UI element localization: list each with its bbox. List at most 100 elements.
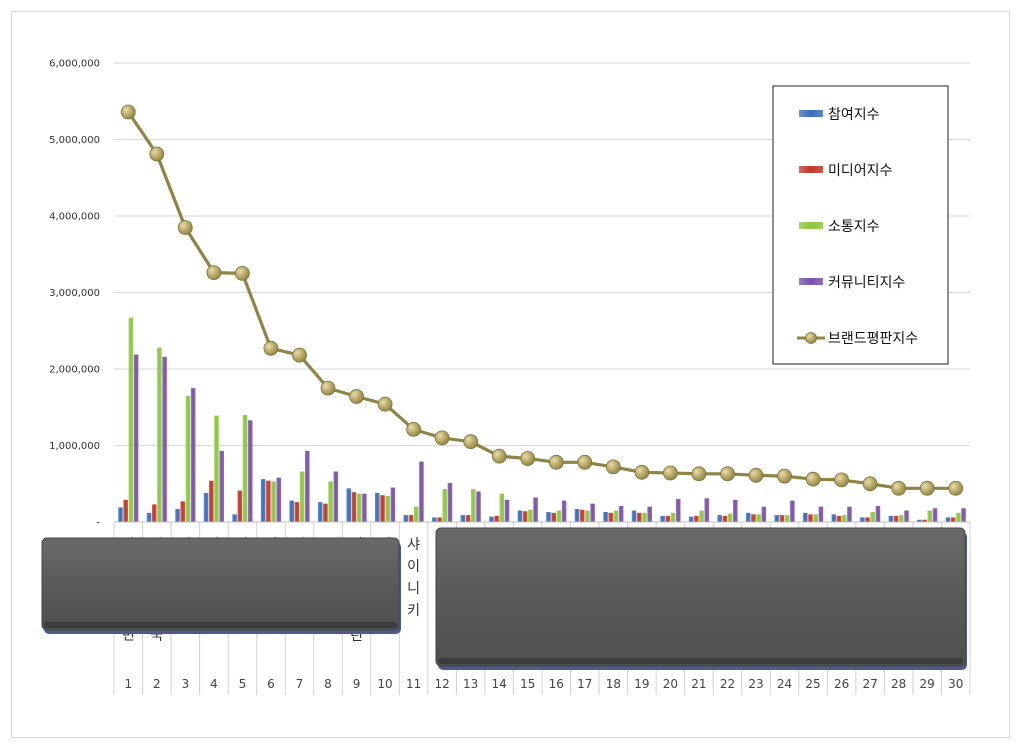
y-tick-label: 2,000,000 bbox=[49, 365, 100, 376]
y-tick-label: 3,000,000 bbox=[49, 288, 100, 299]
x-category-number: 18 bbox=[606, 677, 621, 691]
bar-커뮤니티지수 bbox=[875, 505, 881, 522]
bar-커뮤니티지수 bbox=[675, 499, 681, 522]
bar-참여지수 bbox=[289, 500, 294, 522]
line-marker bbox=[834, 472, 849, 488]
legend-label: 커뮤니티지수 bbox=[828, 275, 905, 291]
bar-참여지수 bbox=[831, 514, 837, 522]
bar-소통지수 bbox=[128, 317, 134, 522]
y-tick-label: - bbox=[96, 518, 100, 529]
bar-참여지수 bbox=[203, 492, 209, 522]
x-category-number: 16 bbox=[549, 677, 564, 691]
category-label-char: 니 bbox=[407, 581, 420, 597]
bar-참여지수 bbox=[517, 510, 523, 522]
bar-참여지수 bbox=[860, 517, 865, 522]
x-category-number: 5 bbox=[239, 677, 247, 691]
redaction-panel bbox=[435, 527, 966, 667]
line-marker bbox=[434, 430, 450, 446]
line-marker bbox=[663, 465, 678, 481]
bar-소통지수 bbox=[956, 512, 961, 522]
bar-커뮤니티지수 bbox=[732, 499, 738, 522]
x-category-number: 29 bbox=[920, 677, 935, 691]
x-category-number: 19 bbox=[634, 677, 649, 691]
bar-커뮤니티지수 bbox=[162, 356, 167, 522]
bar-참여지수 bbox=[146, 512, 152, 522]
bar-참여지수 bbox=[888, 515, 894, 522]
bar-소통지수 bbox=[613, 510, 619, 522]
category-label-char: 샤 bbox=[407, 537, 420, 553]
line-marker bbox=[463, 434, 479, 450]
bar-미디어지수 bbox=[865, 517, 870, 522]
bar-미디어지수 bbox=[922, 519, 927, 522]
bar-소통지수 bbox=[242, 414, 248, 522]
x-category-number: 15 bbox=[520, 677, 535, 691]
line-marker bbox=[120, 104, 136, 120]
bar-커뮤니티지수 bbox=[219, 450, 224, 522]
category-label-char: 키 bbox=[407, 603, 420, 619]
x-category-number: 10 bbox=[377, 677, 392, 691]
y-tick-label: 4,000,000 bbox=[49, 212, 100, 223]
bar-미디어지수 bbox=[208, 480, 214, 522]
bar-참여지수 bbox=[774, 515, 780, 522]
bar-소통지수 bbox=[642, 512, 647, 522]
bar-미디어지수 bbox=[180, 501, 186, 522]
bar-커뮤니티지수 bbox=[419, 461, 424, 522]
line-marker bbox=[891, 480, 907, 496]
bar-커뮤니티지수 bbox=[190, 388, 196, 523]
bar-소통지수 bbox=[157, 347, 162, 522]
bar-미디어지수 bbox=[465, 515, 471, 522]
y-tick-label: 1,000,000 bbox=[49, 441, 100, 452]
bar-커뮤니티지수 bbox=[533, 497, 538, 522]
x-category-number: 28 bbox=[891, 677, 906, 691]
legend-label: 미디어지수 bbox=[828, 163, 893, 179]
bar-소통지수 bbox=[299, 471, 305, 522]
x-category-number: 7 bbox=[296, 677, 304, 691]
redaction-panel bbox=[41, 537, 400, 631]
line-marker bbox=[177, 220, 193, 235]
bar-참여지수 bbox=[945, 517, 951, 522]
x-category-number: 17 bbox=[577, 677, 592, 691]
x-category-number: 27 bbox=[862, 677, 877, 691]
bar-커뮤니티지수 bbox=[447, 482, 453, 522]
bar-미디어지수 bbox=[266, 480, 271, 522]
redaction-panel-edge bbox=[44, 622, 397, 628]
line-marker bbox=[634, 464, 650, 480]
bar-커뮤니티지수 bbox=[904, 510, 909, 522]
bar-미디어지수 bbox=[722, 515, 728, 522]
bar-소통지수 bbox=[870, 512, 876, 522]
legend-label: 참여지수 bbox=[828, 107, 880, 123]
bar-참여지수 bbox=[660, 515, 665, 522]
bar-커뮤니티지수 bbox=[276, 477, 282, 522]
legend-label: 브랜드평판지수 bbox=[828, 331, 918, 347]
bar-커뮤니티지수 bbox=[304, 450, 310, 522]
x-category-number: 30 bbox=[948, 677, 963, 691]
bar-커뮤니티지수 bbox=[362, 493, 367, 522]
x-category-number: 11 bbox=[406, 677, 421, 691]
x-category-number: 14 bbox=[492, 677, 507, 691]
line-marker bbox=[377, 396, 393, 412]
bar-미디어지수 bbox=[751, 514, 756, 522]
bar-참여지수 bbox=[118, 507, 123, 522]
bar-미디어지수 bbox=[694, 515, 699, 522]
line-marker bbox=[234, 265, 250, 281]
line-marker bbox=[491, 448, 507, 464]
y-tick-label: 6,000,000 bbox=[49, 59, 100, 70]
bar-커뮤니티지수 bbox=[618, 505, 624, 522]
line-marker bbox=[577, 454, 593, 470]
bar-커뮤니티지수 bbox=[961, 508, 966, 522]
bar-미디어지수 bbox=[522, 511, 528, 522]
bar-소통지수 bbox=[756, 514, 761, 522]
bar-미디어지수 bbox=[237, 490, 243, 522]
y-tick-label: 5,000,000 bbox=[49, 135, 100, 146]
bar-미디어지수 bbox=[579, 509, 585, 522]
bar-미디어지수 bbox=[665, 515, 671, 522]
legend-marker bbox=[805, 332, 817, 344]
bar-미디어지수 bbox=[380, 495, 385, 522]
legend-swatch bbox=[799, 222, 823, 229]
x-category-number: 3 bbox=[182, 677, 190, 691]
legend-swatch bbox=[799, 166, 823, 173]
bar-미디어지수 bbox=[950, 517, 956, 522]
bar-미디어지수 bbox=[808, 514, 813, 522]
bar-소통지수 bbox=[841, 515, 847, 522]
bar-미디어지수 bbox=[123, 499, 128, 522]
